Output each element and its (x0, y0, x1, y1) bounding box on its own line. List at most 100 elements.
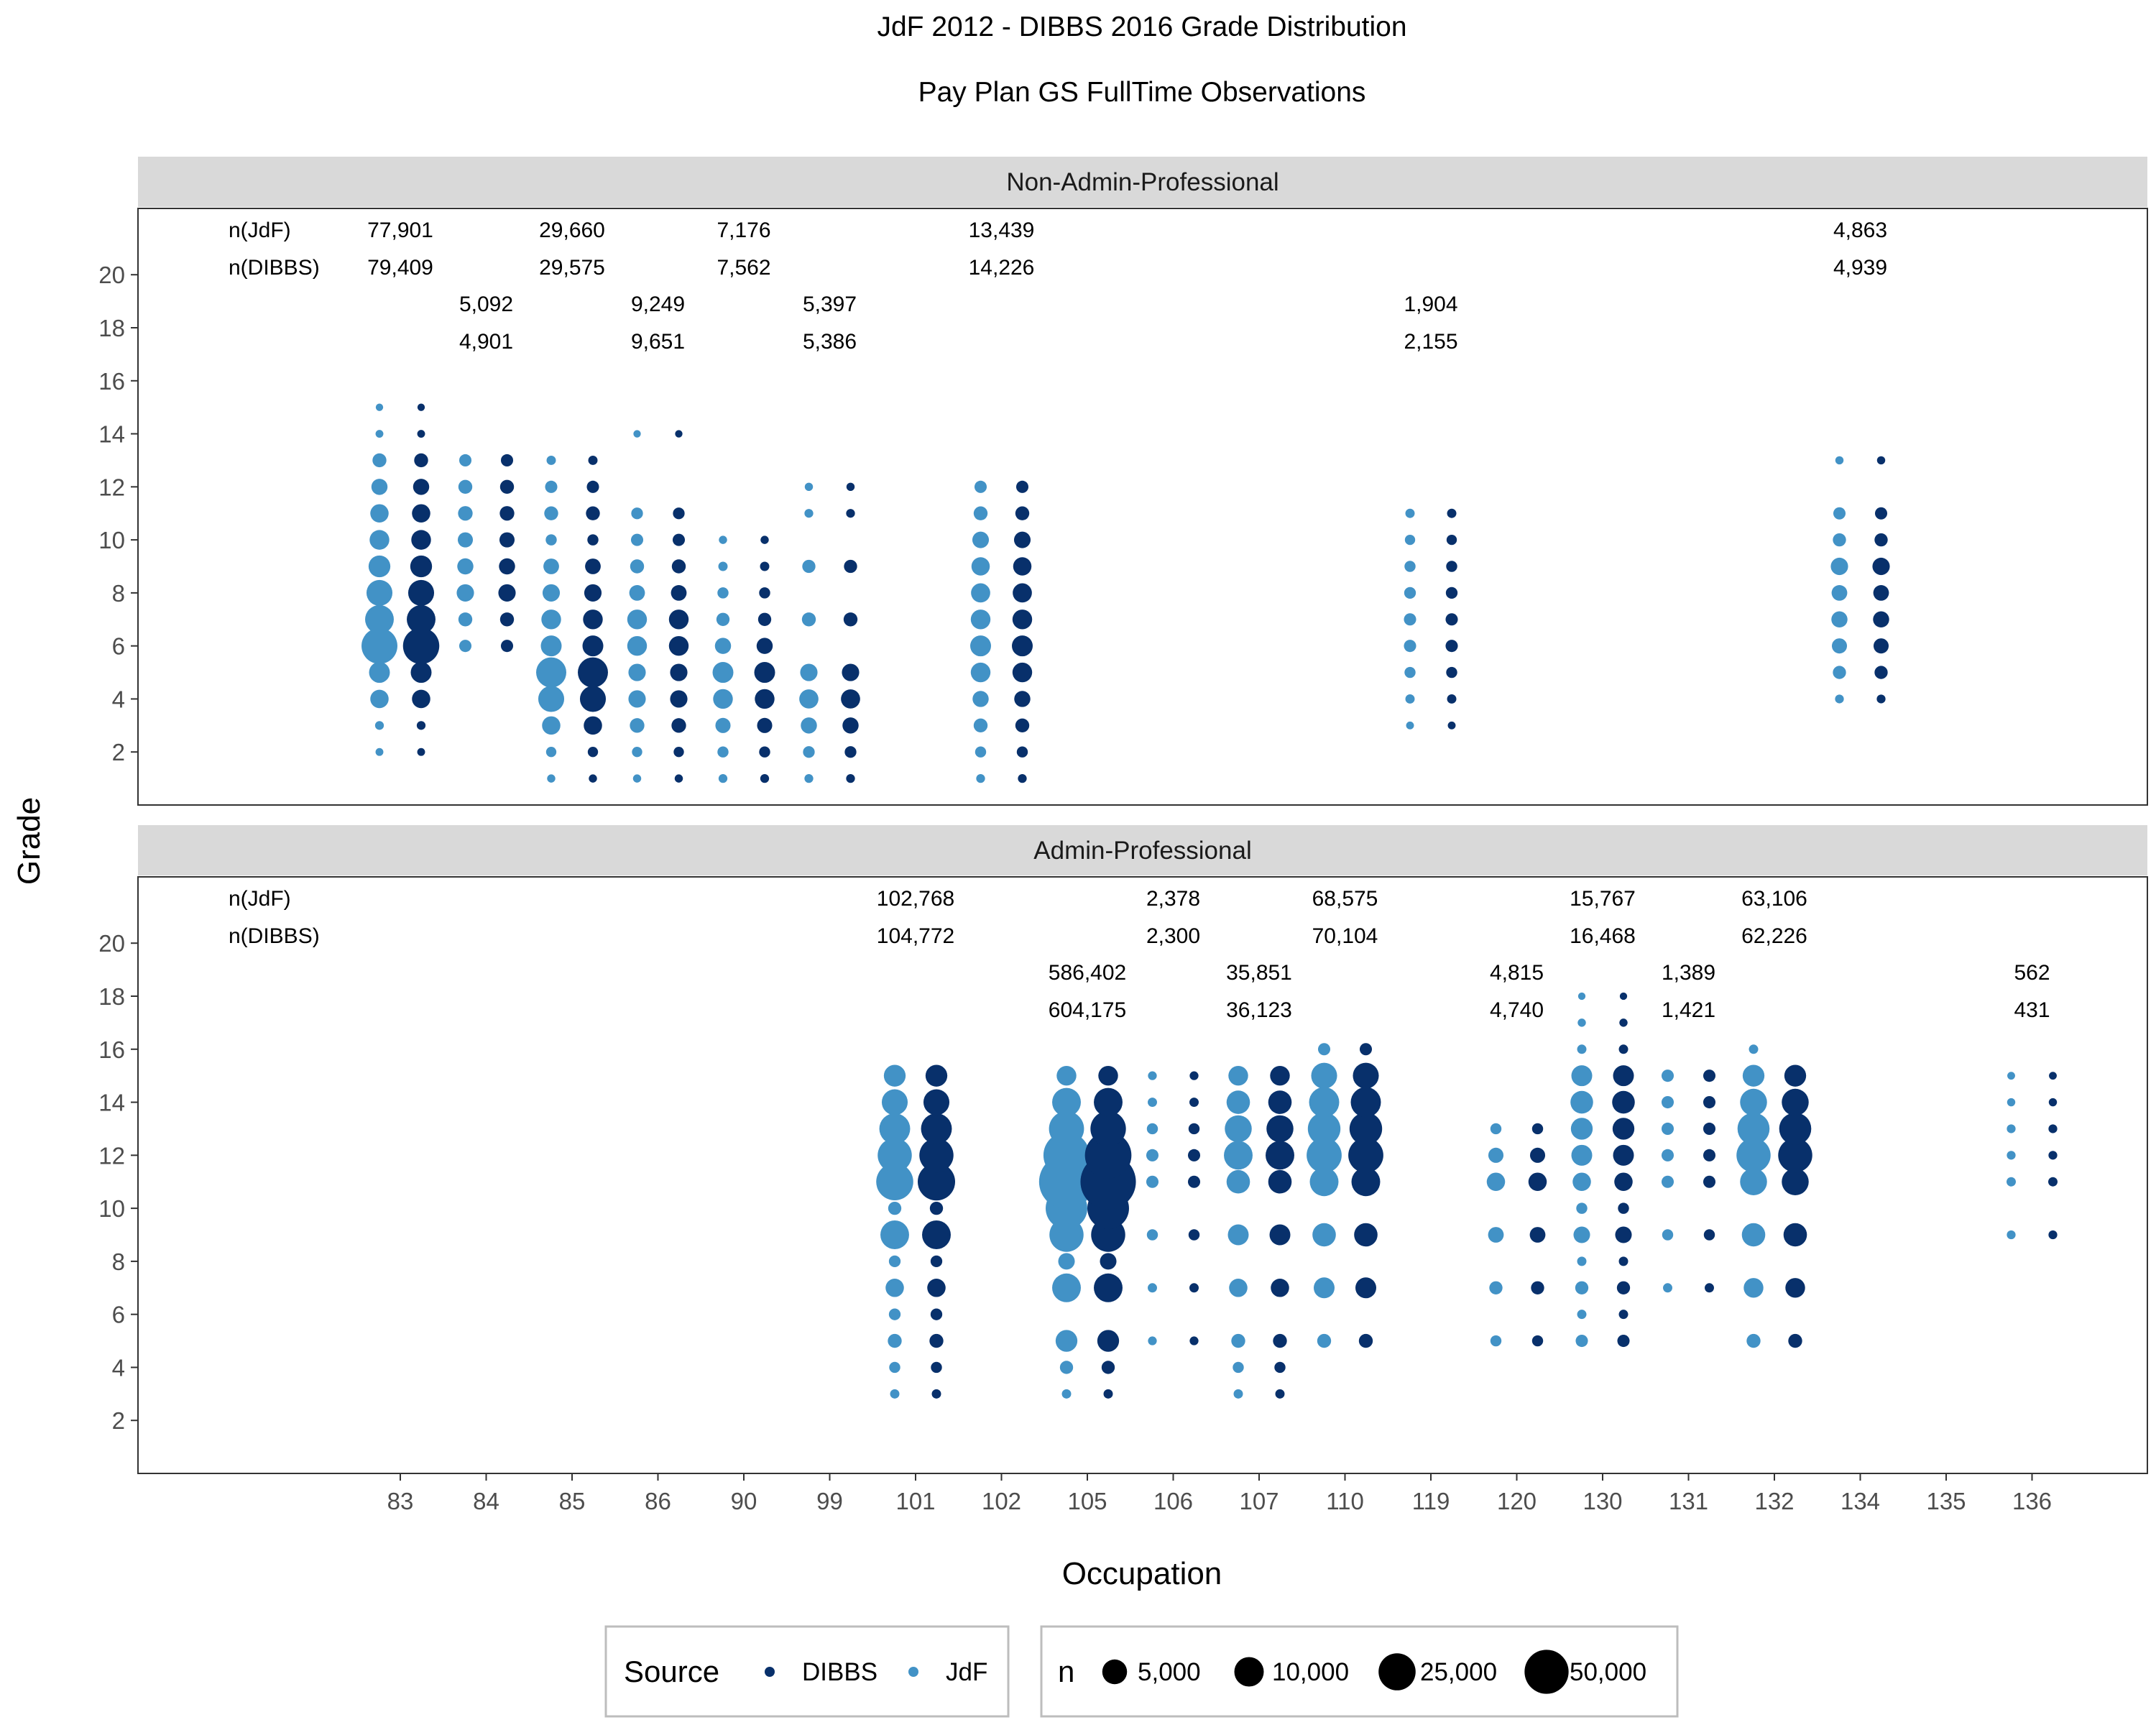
point-jdf (883, 1064, 906, 1087)
point-dibbs (2048, 1177, 2058, 1187)
point-jdf (970, 635, 991, 657)
point-jdf (1405, 694, 1415, 704)
count-value-dibbs: 36,123 (1226, 998, 1292, 1022)
point-dibbs (500, 640, 514, 653)
point-dibbs (756, 638, 773, 654)
point-jdf (1833, 666, 1846, 679)
point-dibbs (416, 721, 426, 730)
count-value-jdf: 15,767 (1570, 887, 1636, 911)
point-dibbs (1446, 666, 1457, 678)
point-jdf (1055, 1330, 1078, 1352)
point-jdf (369, 662, 390, 684)
count-value-dibbs: 14,226 (969, 256, 1035, 280)
legend-box (604, 1625, 1010, 1718)
point-dibbs (407, 579, 435, 606)
point-jdf (1486, 1172, 1506, 1191)
x-tick-label: 86 (645, 1488, 671, 1514)
legend-swatch (908, 1667, 918, 1677)
point-dibbs (673, 747, 684, 758)
point-dibbs (1783, 1223, 1807, 1247)
point-dibbs (578, 657, 608, 688)
legend-entry-label: DIBBS (802, 1658, 877, 1686)
point-dibbs (1090, 1110, 1126, 1147)
point-dibbs (1446, 561, 1457, 572)
point-jdf (1661, 1122, 1674, 1135)
count-value-jdf: 5,397 (803, 293, 857, 316)
facet-label: Admin-Professional (1033, 837, 1251, 865)
point-dibbs (1098, 1065, 1118, 1086)
point-dibbs (584, 584, 602, 602)
point-dibbs (917, 1163, 956, 1201)
point-dibbs (1531, 1335, 1544, 1347)
count-label-dibbs: n(DIBBS) (229, 924, 320, 948)
point-dibbs (1189, 1071, 1199, 1080)
point-dibbs (410, 555, 433, 578)
point-jdf (1309, 1087, 1340, 1118)
point-dibbs (673, 507, 685, 520)
point-dibbs (412, 689, 430, 709)
point-dibbs (675, 430, 683, 438)
point-jdf (1577, 1256, 1587, 1266)
legend-size-swatch (1234, 1657, 1264, 1687)
point-jdf (545, 747, 557, 758)
point-jdf (458, 479, 473, 494)
point-jdf (973, 506, 988, 520)
point-dibbs (841, 689, 860, 709)
point-jdf (1406, 721, 1414, 730)
point-dibbs (1268, 1090, 1292, 1114)
y-tick-label: 4 (112, 686, 125, 712)
y-tick-label: 10 (98, 1195, 125, 1222)
point-jdf (1052, 1273, 1081, 1302)
point-dibbs (499, 612, 515, 627)
point-dibbs (1012, 610, 1033, 630)
y-tick-label: 20 (98, 930, 125, 957)
point-dibbs (929, 1333, 944, 1348)
point-jdf (802, 559, 816, 574)
point-jdf (1488, 1147, 1504, 1163)
point-jdf (1404, 534, 1416, 546)
legend-entry-label: JdF (946, 1658, 987, 1686)
point-jdf (630, 718, 645, 733)
point-dibbs (670, 663, 688, 681)
point-dibbs (1618, 1310, 1628, 1320)
point-dibbs (1703, 1122, 1716, 1135)
point-dibbs (1100, 1253, 1117, 1270)
point-jdf (1737, 1113, 1770, 1145)
point-dibbs (1273, 1333, 1287, 1348)
x-tick-label: 107 (1239, 1488, 1279, 1514)
point-jdf (718, 561, 728, 571)
point-jdf (1224, 1141, 1253, 1170)
count-value-jdf: 9,249 (631, 293, 685, 316)
point-jdf (1148, 1336, 1157, 1346)
point-dibbs (1778, 1138, 1812, 1173)
point-dibbs (670, 690, 688, 708)
point-jdf (976, 773, 985, 783)
point-dibbs (921, 1113, 952, 1144)
point-jdf (361, 627, 397, 664)
point-dibbs (925, 1064, 948, 1087)
point-jdf (457, 532, 474, 548)
point-dibbs (1703, 1175, 1716, 1188)
count-value-jdf: 2,378 (1146, 887, 1200, 911)
point-dibbs (587, 747, 599, 758)
point-jdf (1572, 1172, 1591, 1191)
point-jdf (459, 640, 472, 653)
count-value-dibbs: 70,104 (1312, 924, 1378, 948)
point-dibbs (668, 635, 689, 656)
point-dibbs (757, 717, 773, 733)
point-dibbs (410, 662, 432, 684)
point-dibbs (1014, 691, 1031, 707)
point-dibbs (1779, 1113, 1812, 1145)
legend-size: n 5,000 10,000 25,000 50,000 (1040, 1625, 1679, 1718)
point-jdf (547, 774, 556, 783)
point-dibbs (402, 627, 440, 664)
point-dibbs (2048, 1124, 2058, 1133)
count-label-jdf: n(JdF) (229, 218, 291, 242)
point-jdf (1309, 1167, 1339, 1197)
legend-entry-label: 10,000 (1272, 1658, 1349, 1686)
point-jdf (1833, 533, 1846, 547)
point-jdf (2007, 1124, 2016, 1133)
point-jdf (1052, 1087, 1081, 1117)
point-dibbs (931, 1361, 942, 1374)
